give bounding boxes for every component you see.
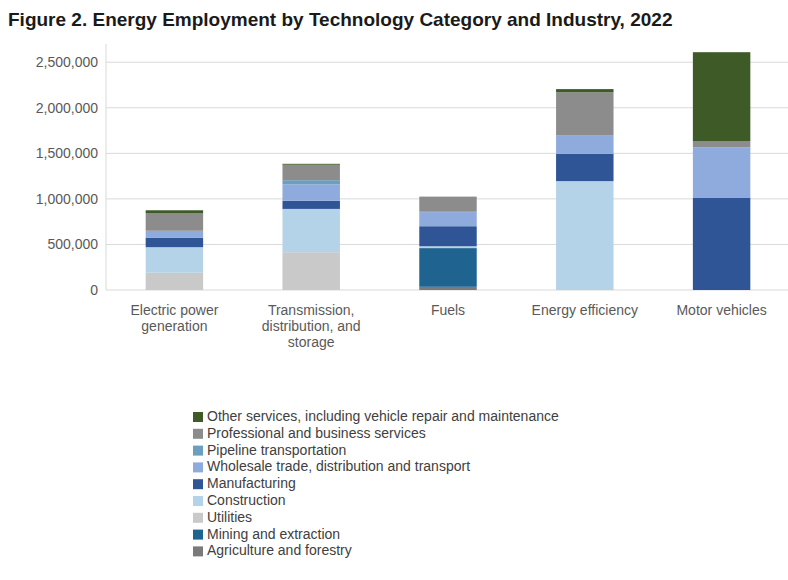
grid-line xyxy=(106,107,788,108)
x-tick-label: Electric powergeneration xyxy=(130,302,218,334)
legend-label: Manufacturing xyxy=(207,475,296,491)
bar-segment xyxy=(419,246,476,248)
bar-segment xyxy=(419,196,476,197)
bar-segment xyxy=(282,163,339,165)
legend-swatch xyxy=(193,412,203,422)
x-tick-label: Transmission,distribution, andstorage xyxy=(262,302,361,350)
bar-segment xyxy=(282,209,339,252)
legend-label: Utilities xyxy=(207,509,252,525)
bar-segment xyxy=(556,135,613,154)
y-axis-line xyxy=(106,44,107,290)
bars xyxy=(146,52,751,290)
bar-segment xyxy=(693,147,750,197)
bar-segment xyxy=(556,92,613,135)
bar-segment xyxy=(282,252,339,290)
bar-segment xyxy=(146,247,203,273)
legend-label: Construction xyxy=(207,492,286,508)
bar-segment xyxy=(693,198,750,290)
bar-segment xyxy=(693,141,750,147)
chart: Figure 2. Energy Employment by Technolog… xyxy=(0,0,788,580)
bar-segment xyxy=(419,197,476,212)
y-tick-label: 1,000,000 xyxy=(36,191,98,207)
bar-segment xyxy=(419,226,476,246)
bar-segment xyxy=(419,248,476,287)
bar-segment xyxy=(146,210,203,213)
bar-segment xyxy=(146,238,203,248)
x-tick-label: Motor vehicles xyxy=(676,302,766,318)
bar-segment xyxy=(146,231,203,238)
x-tick-label: Energy efficiency xyxy=(532,302,638,318)
bar-segment xyxy=(419,287,476,290)
legend-label: Agriculture and forestry xyxy=(207,542,352,558)
legend-swatch xyxy=(193,429,203,439)
legend-label: Other services, including vehicle repair… xyxy=(207,408,559,424)
bar-segment xyxy=(556,181,613,290)
y-tick-label: 1,500,000 xyxy=(36,145,98,161)
legend-label: Mining and extraction xyxy=(207,526,340,542)
legend-swatch xyxy=(193,513,203,523)
y-tick-label: 2,500,000 xyxy=(36,54,98,70)
y-tick-label: 0 xyxy=(90,282,98,298)
bar-segment xyxy=(282,180,339,184)
y-tick-label: 500,000 xyxy=(47,236,98,252)
legend-swatch xyxy=(193,496,203,506)
grid-line xyxy=(106,62,788,63)
legend-swatch xyxy=(193,462,203,472)
y-tick-label: 2,000,000 xyxy=(36,100,98,116)
bar-segment xyxy=(693,52,750,141)
grid-line xyxy=(106,153,788,154)
legend-label: Wholesale trade, distribution and transp… xyxy=(207,458,470,474)
bar-segment xyxy=(282,165,339,180)
bar-segment xyxy=(282,184,339,200)
legend-swatch xyxy=(193,479,203,489)
bar-segment xyxy=(146,273,203,290)
bar-segment xyxy=(146,213,203,231)
x-tick-label: Fuels xyxy=(431,302,465,318)
legend-label: Pipeline transportation xyxy=(207,442,346,458)
title: Figure 2. Energy Employment by Technolog… xyxy=(8,9,672,30)
bar-segment xyxy=(556,89,613,92)
legend-label: Professional and business services xyxy=(207,425,426,441)
bar-segment xyxy=(282,201,339,209)
bar-segment xyxy=(419,212,476,226)
bar-segment xyxy=(556,154,613,181)
legend-swatch xyxy=(193,530,203,540)
legend-swatch xyxy=(193,546,203,556)
legend-swatch xyxy=(193,446,203,456)
